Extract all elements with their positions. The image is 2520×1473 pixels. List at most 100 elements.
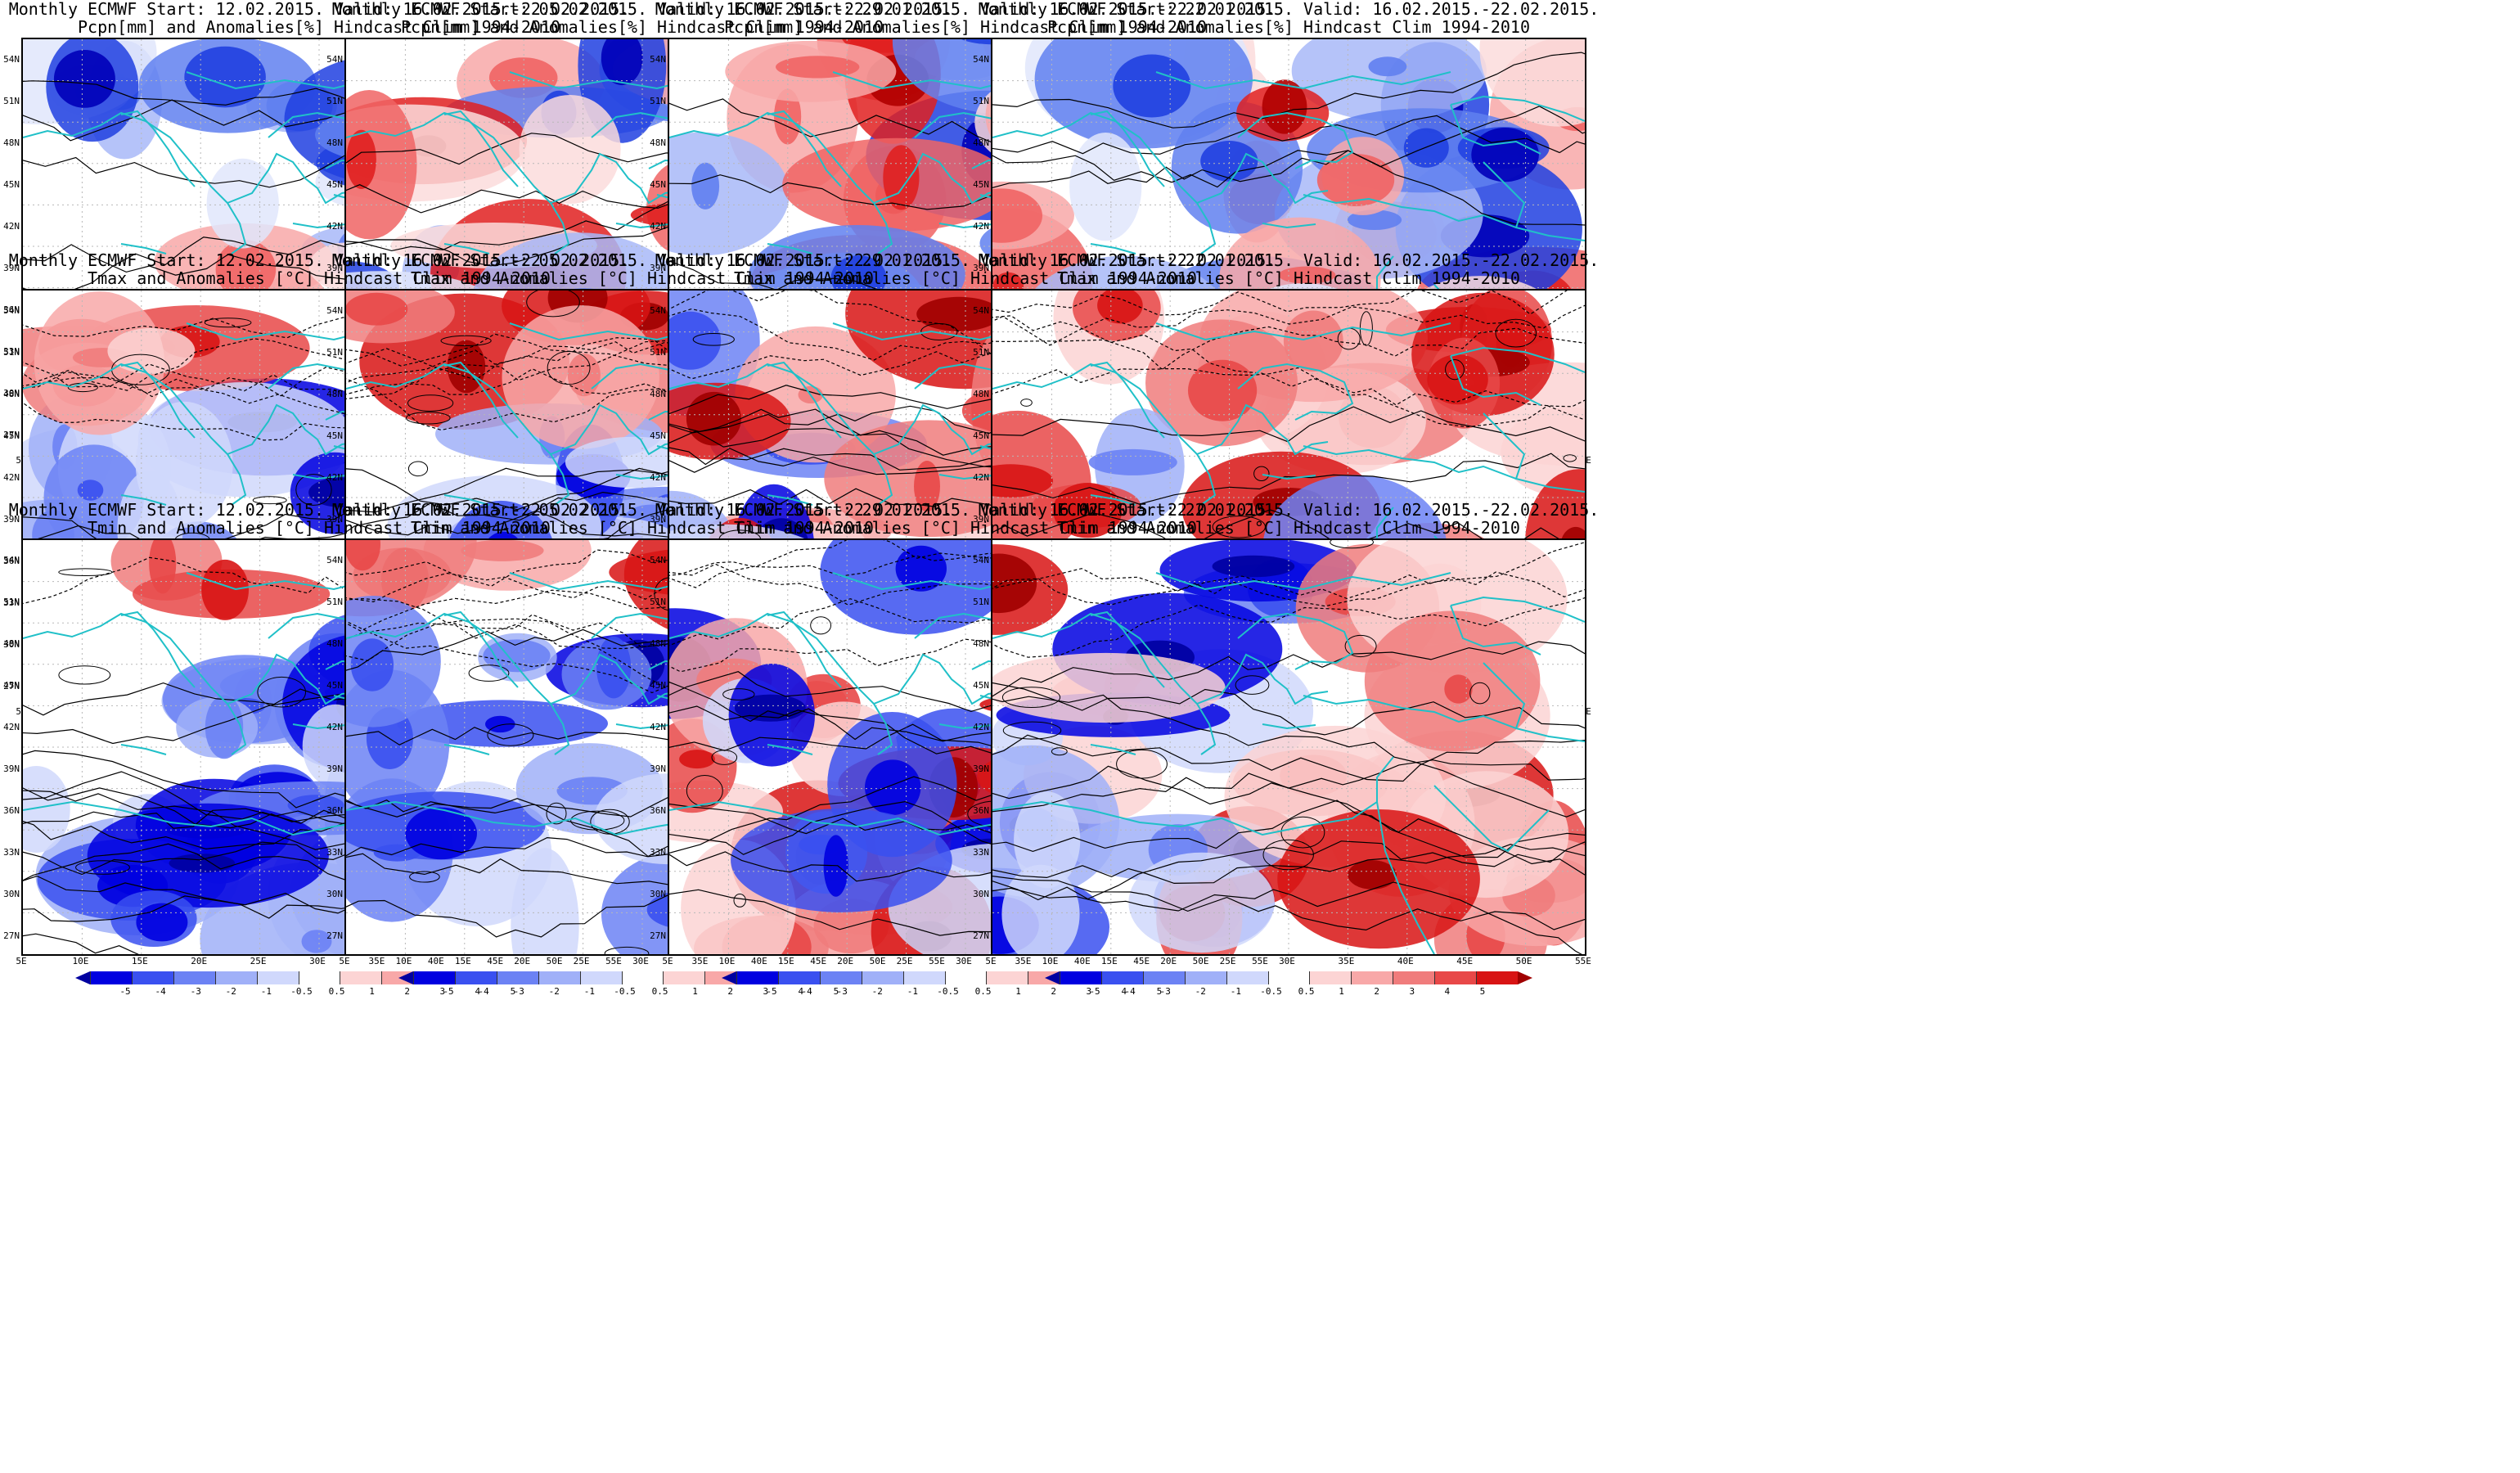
scale-color-cell [214, 971, 257, 984]
scale-color-cell [1476, 971, 1518, 984]
lat-tick-label: 36N [3, 304, 20, 315]
scale-tick-label: 4 [798, 986, 804, 997]
lat-tick-label: 36N [3, 556, 20, 566]
panel-title: Monthly ECMWF Start: 29.01.2015. Valid: … [655, 250, 1276, 270]
scale-color-cell [413, 971, 455, 984]
panel-title: Monthly ECMWF Start: 22.01.2015. Valid: … [978, 500, 1600, 520]
lat-tick-label: 51N [973, 347, 989, 358]
scale-min-arrow [722, 971, 736, 984]
scale-tick-label: -1 [1230, 986, 1241, 997]
coastline [1483, 662, 1526, 729]
panel-subtitle: Pcpn[mm] and Anomalies[%] Hindcast Clim … [723, 17, 1207, 37]
scale-min-arrow [75, 971, 90, 984]
coastline [1450, 596, 1585, 623]
lat-tick-label: 45N [973, 179, 989, 190]
contour-line [23, 367, 615, 420]
contour-line [346, 310, 938, 381]
scale-color-cell [1184, 971, 1226, 984]
lat-tick-label: 39N [973, 263, 989, 273]
scale-tick-label: 0.5 [328, 986, 345, 997]
coastline [1196, 152, 1329, 205]
coastline [120, 361, 196, 439]
contour-line [992, 106, 1585, 188]
scale-color-cell [944, 971, 987, 984]
lat-tick-label: 33N [3, 346, 20, 357]
scale-tick-label: 5 [1156, 986, 1163, 997]
lat-tick-label: 39N [3, 764, 20, 774]
coastline [1376, 801, 1435, 954]
lat-tick-label: 42N [650, 472, 666, 483]
contour-line [992, 571, 1585, 606]
lat-tick-label: 51N [326, 96, 343, 106]
lat-tick-label: 33N [973, 847, 989, 858]
scale-color-cell [986, 971, 1028, 984]
scale-tick-label: -1 [260, 986, 272, 997]
lat-tick-label: 27N [973, 930, 989, 941]
scale-tick-label: 3 [1086, 986, 1092, 997]
lat-tick-label: 30N [3, 639, 20, 650]
scale-tick-label: -5 [766, 986, 777, 997]
lat-tick-label: 51N [3, 347, 20, 358]
scale-tick-label: -3 [836, 986, 848, 997]
lat-tick-label: 39N [650, 764, 666, 774]
coastline [443, 610, 519, 688]
lat-tick-label: 48N [650, 389, 666, 399]
lat-tick-label: 54N [3, 555, 20, 565]
lat-tick-label: 54N [973, 305, 989, 316]
lat-tick-label: 48N [973, 137, 989, 148]
coastline [1090, 110, 1165, 187]
scale-tick-label: -2 [225, 986, 236, 997]
scale-tick-label: 0.5 [1298, 986, 1315, 997]
lat-tick-label: 42N [3, 221, 20, 232]
coastline [227, 152, 359, 205]
coastline [292, 723, 347, 730]
coastline [120, 610, 196, 688]
coastline [767, 361, 842, 439]
lat-tick-label: 27N [3, 930, 20, 941]
scale-color-cell [538, 971, 580, 984]
scale-color-cell [1309, 971, 1352, 984]
coastline [1450, 346, 1585, 373]
lat-tick-label: 45N [650, 680, 666, 691]
lat-tick-label: 48N [3, 389, 20, 399]
coastline [120, 744, 167, 755]
lon-tick-label: 10E [72, 956, 89, 966]
scale-color-cell [340, 971, 382, 984]
lat-tick-label: 48N [326, 137, 343, 148]
lat-tick-label: 54N [973, 555, 989, 565]
map-area [991, 538, 1586, 956]
lat-tick-label: 51N [973, 96, 989, 106]
contour-line [992, 734, 1585, 782]
contour-line [992, 339, 1585, 428]
scale-color-cell [819, 971, 862, 984]
coastline [1433, 785, 1550, 853]
lat-tick-label: 36N [326, 805, 343, 816]
coastline [550, 653, 682, 705]
scale-min-arrow [1045, 971, 1060, 984]
lat-tick-label: 51N [650, 597, 666, 607]
lon-tick-label: 50E [546, 956, 563, 966]
coastline [1196, 653, 1329, 705]
scale-tick-label: 4 [1121, 986, 1127, 997]
scale-color-cell [90, 971, 132, 984]
panel-title: Monthly ECMWF Start: 05.02.2015. Valid: … [331, 500, 953, 520]
lat-tick-label: 48N [973, 389, 989, 399]
contour-line [992, 597, 1585, 658]
contour-line [992, 844, 1585, 885]
coastline [938, 223, 993, 229]
scale-tick-label: -5 [1089, 986, 1100, 997]
coastline [1483, 412, 1526, 480]
scale-tick-label: 0.5 [974, 986, 992, 997]
coastline [1090, 610, 1165, 688]
contour-line [992, 694, 1585, 818]
scale-color-cell [454, 971, 497, 984]
scale-tick-label: 4 [1444, 986, 1451, 997]
panel-title: Monthly ECMWF Start: 05.02.2015. Valid: … [331, 0, 953, 19]
coastline [227, 653, 359, 705]
scale-tick-label: -0.5 [1260, 986, 1282, 997]
lat-tick-label: 39N [3, 263, 20, 273]
lat-tick-label: 45N [973, 680, 989, 691]
contour-line [992, 52, 1585, 128]
lat-tick-label: 27N [3, 681, 20, 691]
lon-tick-label: 5E [662, 956, 673, 966]
